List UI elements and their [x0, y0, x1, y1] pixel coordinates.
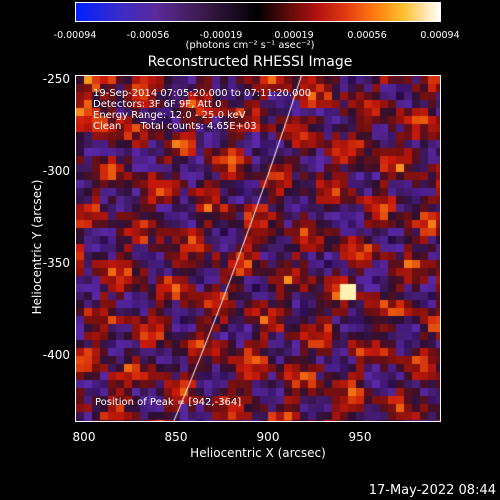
colorbar-tick-5: 0.00056	[347, 30, 387, 41]
info-detectors: Detectors: 3F 6F 9F, Att 0	[93, 99, 222, 110]
colorbar-tick-2: -0.00056	[126, 30, 170, 41]
ytick: -250	[42, 72, 70, 86]
colorbar-tick-3: -0.00019	[199, 30, 243, 41]
colorbar-tick-1: -0.00094	[53, 30, 97, 41]
colorbar-tick-6: 0.00094	[420, 30, 460, 41]
colorbar-tick-4: 0.00019	[274, 30, 314, 41]
xtick: 950	[348, 430, 372, 444]
ytick: -350	[42, 256, 70, 270]
ytick: -400	[42, 348, 70, 362]
ytick: -300	[42, 164, 70, 178]
xtick: 850	[164, 430, 188, 444]
xtick: 900	[256, 430, 280, 444]
info-counts: Clean Total counts: 4.65E+03	[93, 121, 257, 132]
colorbar-unit: (photons cm⁻² s⁻¹ asec⁻²)	[185, 40, 315, 51]
x-axis-label: Heliocentric X (arcsec)	[190, 446, 326, 460]
colorbar	[75, 2, 441, 22]
xtick: 800	[72, 430, 96, 444]
image-title: Reconstructed RHESSI Image	[147, 54, 353, 70]
y-axis-label: Heliocentric Y (arcsec)	[30, 179, 44, 315]
info-energy-range: Energy Range: 12.0 - 25.0 keV	[93, 110, 246, 121]
rhessi-image	[75, 75, 441, 422]
info-time-range: 19-Sep-2014 07:05:20.000 to 07:11:20.000	[93, 88, 312, 99]
peak-position: Position of Peak = [942,-364]	[95, 397, 242, 408]
timestamp: 17-May-2022 08:44	[368, 483, 496, 498]
heatmap-canvas	[76, 76, 440, 421]
